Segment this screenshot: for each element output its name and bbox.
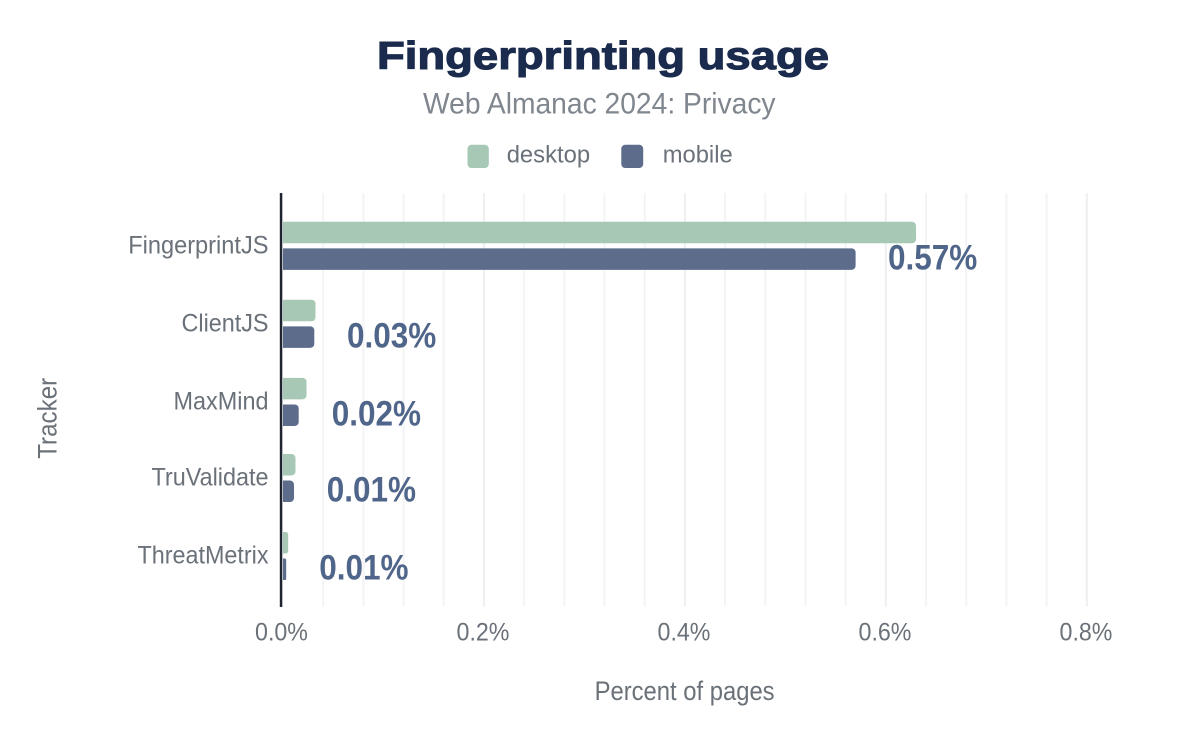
svg-text:0.8%: 0.8% [1060,619,1113,647]
svg-text:0.02%: 0.02% [332,395,421,434]
svg-text:Tracker: Tracker [33,378,63,459]
svg-text:Fingerprinting usage: Fingerprinting usage [377,35,829,78]
svg-text:0.0%: 0.0% [255,619,308,647]
svg-text:0.6%: 0.6% [859,619,912,647]
svg-text:TruValidate: TruValidate [152,464,269,492]
svg-text:0.2%: 0.2% [457,619,510,647]
svg-text:0.57%: 0.57% [888,238,977,277]
svg-text:mobile: mobile [663,141,733,168]
svg-text:0.03%: 0.03% [347,316,436,355]
svg-text:Web Almanac 2024: Privacy: Web Almanac 2024: Privacy [423,88,776,121]
svg-text:Percent of pages: Percent of pages [595,676,775,706]
svg-text:0.4%: 0.4% [658,619,711,647]
svg-text:desktop: desktop [507,141,590,168]
svg-text:MaxMind: MaxMind [174,387,269,415]
svg-text:0.01%: 0.01% [327,471,416,510]
svg-text:0.01%: 0.01% [319,549,408,588]
svg-text:ThreatMetrix: ThreatMetrix [138,542,269,570]
svg-text:FingerprintJS: FingerprintJS [128,231,268,259]
svg-text:ClientJS: ClientJS [182,309,269,337]
